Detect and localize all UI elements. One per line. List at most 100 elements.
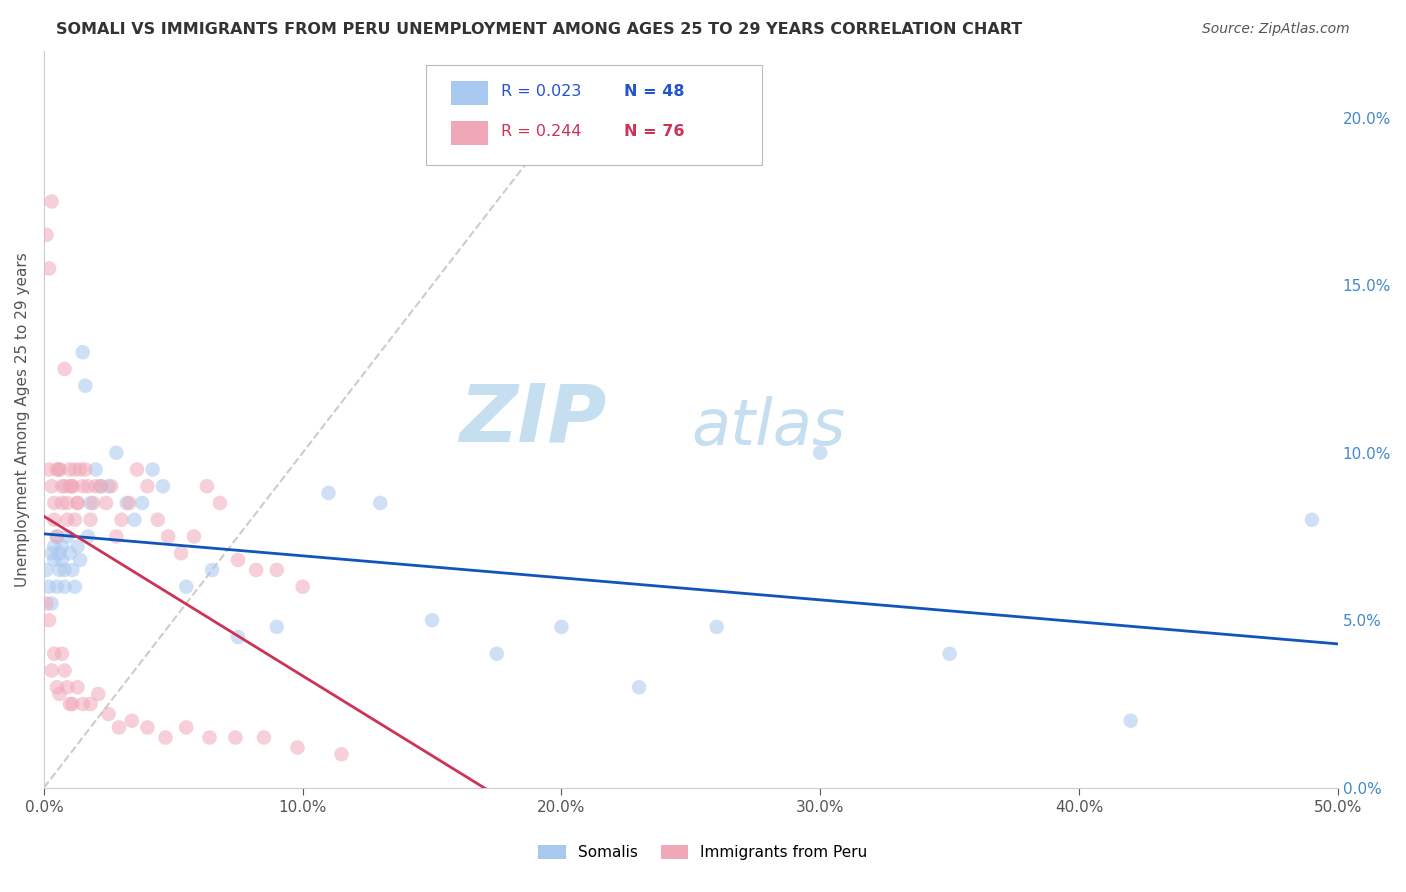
Point <box>183 529 205 543</box>
Point <box>60 479 83 493</box>
Point <box>84 462 107 476</box>
Point <box>142 462 165 476</box>
Point <box>41 664 63 678</box>
Point <box>41 546 63 560</box>
Text: R = 0.244: R = 0.244 <box>501 124 581 139</box>
Point <box>115 496 138 510</box>
Point <box>48 563 70 577</box>
Point <box>60 479 83 493</box>
Point <box>51 540 73 554</box>
Point <box>170 546 193 560</box>
Point <box>226 553 249 567</box>
Point <box>124 513 146 527</box>
Text: R = 0.023: R = 0.023 <box>501 84 581 99</box>
Point <box>77 529 100 543</box>
Point <box>75 462 97 476</box>
Point <box>198 731 221 745</box>
Point <box>35 227 58 242</box>
Point <box>97 479 120 493</box>
Point <box>59 479 82 493</box>
Point <box>121 714 143 728</box>
Point <box>45 529 67 543</box>
Point <box>69 553 91 567</box>
Point <box>87 687 110 701</box>
Point <box>72 345 94 359</box>
Text: N = 48: N = 48 <box>623 84 685 99</box>
Point <box>266 620 288 634</box>
Point <box>56 496 79 510</box>
Point <box>318 486 340 500</box>
Point <box>291 580 314 594</box>
Point <box>100 479 122 493</box>
Point <box>1301 513 1323 527</box>
Point <box>118 496 141 510</box>
Point <box>208 496 231 510</box>
Point <box>938 647 960 661</box>
Point <box>44 513 66 527</box>
Point <box>48 687 70 701</box>
Point <box>136 721 159 735</box>
Point <box>63 513 86 527</box>
Point <box>110 513 132 527</box>
Point <box>245 563 267 577</box>
Point <box>66 680 89 694</box>
Point <box>125 462 148 476</box>
Point <box>45 680 67 694</box>
Point <box>35 563 58 577</box>
Legend: Somalis, Immigrants from Peru: Somalis, Immigrants from Peru <box>531 839 875 866</box>
Point <box>226 630 249 644</box>
Point <box>174 721 197 735</box>
Point <box>66 496 89 510</box>
Point <box>38 261 60 276</box>
Point <box>59 697 82 711</box>
Point <box>90 479 112 493</box>
Point <box>44 553 66 567</box>
Point <box>131 496 153 510</box>
Point <box>287 740 309 755</box>
Point <box>195 479 218 493</box>
Point <box>146 513 169 527</box>
Point <box>59 546 82 560</box>
Point <box>44 496 66 510</box>
Point <box>94 496 117 510</box>
Point <box>155 731 177 745</box>
Point <box>48 546 70 560</box>
Point <box>53 664 76 678</box>
Point <box>53 563 76 577</box>
Point <box>63 462 86 476</box>
Point <box>66 540 89 554</box>
Point <box>808 446 831 460</box>
Point <box>105 446 128 460</box>
Point <box>60 697 83 711</box>
Point <box>48 462 70 476</box>
Text: SOMALI VS IMMIGRANTS FROM PERU UNEMPLOYMENT AMONG AGES 25 TO 29 YEARS CORRELATIO: SOMALI VS IMMIGRANTS FROM PERU UNEMPLOYM… <box>56 22 1022 37</box>
Point <box>136 479 159 493</box>
Point <box>82 496 104 510</box>
Point <box>201 563 224 577</box>
Point <box>90 479 112 493</box>
Point <box>330 747 353 762</box>
Point <box>38 462 60 476</box>
Point <box>79 697 101 711</box>
Point <box>53 479 76 493</box>
Point <box>51 647 73 661</box>
Point <box>45 462 67 476</box>
Point <box>157 529 180 543</box>
Point <box>368 496 391 510</box>
Point <box>63 580 86 594</box>
Point <box>41 194 63 209</box>
Point <box>72 479 94 493</box>
Point <box>59 462 82 476</box>
Point <box>174 580 197 594</box>
Text: N = 76: N = 76 <box>623 124 685 139</box>
Point <box>48 462 70 476</box>
Point <box>44 540 66 554</box>
Point <box>224 731 246 745</box>
Point <box>1119 714 1142 728</box>
Text: ZIP: ZIP <box>460 380 607 458</box>
Bar <box>451 81 488 105</box>
Point <box>706 620 728 634</box>
Point <box>79 496 101 510</box>
Point <box>38 580 60 594</box>
Text: atlas: atlas <box>692 395 845 458</box>
